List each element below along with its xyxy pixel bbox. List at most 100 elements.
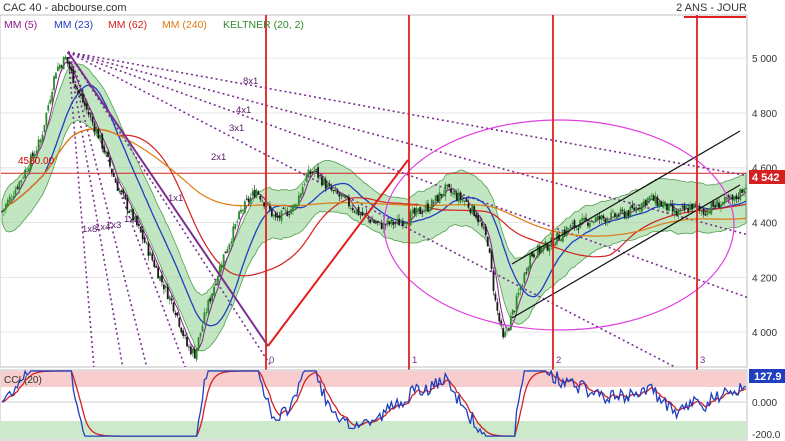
y-axis: 5 000 4 800 4 600 4 400 4 200 4 000 bbox=[752, 54, 777, 339]
candle-body bbox=[369, 219, 372, 223]
candle-body bbox=[656, 197, 659, 206]
candle-body bbox=[396, 218, 399, 222]
candle-body bbox=[604, 219, 607, 223]
candle-body bbox=[714, 205, 717, 207]
candle-body bbox=[151, 253, 154, 261]
candle-body bbox=[438, 192, 441, 204]
candle-body bbox=[373, 220, 375, 223]
candle-body bbox=[1, 211, 3, 213]
legend: MM (5) MM (23) MM (62) MM (240) KELTNER (20,… bbox=[4, 19, 304, 31]
candle-body bbox=[189, 346, 192, 355]
candle-body bbox=[496, 301, 499, 311]
candle-body bbox=[280, 210, 283, 221]
candle-body bbox=[402, 221, 404, 226]
candle-body bbox=[612, 211, 614, 213]
cci-line bbox=[1, 370, 747, 437]
candle-body bbox=[87, 111, 90, 115]
candle-body bbox=[509, 315, 512, 331]
candle-body bbox=[473, 206, 476, 217]
candle-body bbox=[348, 196, 350, 207]
candle-body bbox=[452, 192, 454, 195]
candle-body bbox=[513, 311, 516, 313]
fan-label: 4x1 bbox=[236, 105, 251, 116]
candle-body bbox=[193, 349, 196, 359]
candle-body bbox=[301, 187, 304, 195]
candle-body bbox=[550, 237, 553, 247]
candle-body bbox=[257, 191, 260, 195]
candle-body bbox=[490, 251, 493, 269]
candle-body bbox=[33, 154, 36, 158]
candle-body bbox=[124, 194, 127, 200]
y-tick-label: 4 600 bbox=[752, 164, 777, 175]
fan-label: 1x1 bbox=[168, 193, 183, 204]
candle-body bbox=[548, 247, 551, 252]
candle-body bbox=[346, 195, 348, 198]
candle-body bbox=[619, 208, 622, 215]
candle-body bbox=[571, 222, 574, 224]
candle-body bbox=[8, 196, 11, 202]
candle-body bbox=[685, 206, 688, 209]
candle-body bbox=[228, 243, 231, 250]
candle-body bbox=[610, 212, 612, 221]
candle-body bbox=[78, 89, 80, 94]
candle-body bbox=[139, 226, 142, 233]
candle-body bbox=[403, 222, 406, 224]
vertical-markers: 0 1 2 3 bbox=[265, 15, 746, 440]
candle-body bbox=[481, 222, 483, 227]
candle-body bbox=[583, 217, 585, 221]
candle-body bbox=[263, 202, 266, 207]
cci-tick-1: -200.0 bbox=[752, 430, 781, 441]
candle-body bbox=[238, 211, 240, 220]
candle-body bbox=[457, 192, 460, 202]
candle-body bbox=[677, 211, 680, 216]
candle-body bbox=[170, 298, 173, 301]
candle-body bbox=[519, 287, 522, 291]
candle-body bbox=[425, 204, 427, 210]
candle-body bbox=[116, 181, 119, 191]
candle-body bbox=[434, 195, 437, 202]
candle-body bbox=[561, 232, 564, 242]
candle-body bbox=[479, 220, 481, 222]
fan-line bbox=[67, 51, 124, 367]
candle-body bbox=[120, 190, 123, 193]
candle-body bbox=[712, 201, 715, 207]
candle-body bbox=[288, 214, 291, 215]
candle-body bbox=[357, 207, 360, 216]
candle-body bbox=[4, 203, 7, 210]
candle-body bbox=[455, 193, 458, 201]
candle-body bbox=[671, 204, 674, 212]
candle-body bbox=[245, 198, 248, 200]
candle-body bbox=[421, 212, 424, 214]
candle-body bbox=[157, 267, 160, 279]
candle-body bbox=[527, 267, 530, 272]
candle-body bbox=[376, 220, 379, 223]
candle-body bbox=[723, 196, 726, 204]
candle-body bbox=[242, 210, 244, 212]
candle-body bbox=[502, 328, 505, 338]
candle-body bbox=[648, 196, 651, 201]
candle-body bbox=[155, 266, 158, 268]
candle-body bbox=[615, 214, 618, 219]
candle-body bbox=[351, 207, 354, 211]
candle-body bbox=[739, 189, 742, 200]
candle-body bbox=[195, 347, 198, 360]
candle-body bbox=[623, 211, 626, 218]
candle-body bbox=[322, 178, 325, 185]
candle-body bbox=[43, 125, 46, 133]
candle-body bbox=[31, 152, 34, 157]
y-tick-label: 4 800 bbox=[752, 109, 777, 120]
candle-body bbox=[184, 335, 187, 336]
candle-body bbox=[394, 223, 397, 225]
candle-body bbox=[436, 194, 439, 202]
fan-line bbox=[67, 51, 273, 367]
trend-line-down bbox=[67, 51, 269, 347]
candle-body bbox=[324, 179, 327, 189]
candle-body bbox=[641, 202, 643, 212]
candle-body bbox=[631, 204, 634, 209]
candle-body bbox=[523, 272, 526, 284]
candle-body bbox=[642, 201, 645, 206]
candle-body bbox=[606, 219, 609, 223]
candle-body bbox=[477, 215, 479, 223]
candle-body bbox=[413, 208, 416, 214]
candle-body bbox=[378, 221, 381, 223]
